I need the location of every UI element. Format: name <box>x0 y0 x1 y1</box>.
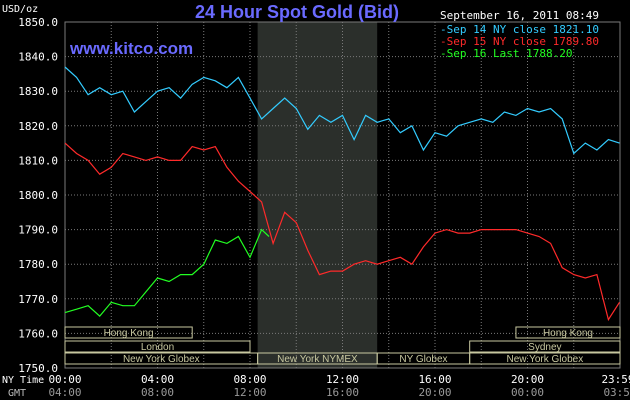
session-bar <box>64 326 193 339</box>
y-tick-label: 1760.0 <box>18 327 58 340</box>
x-tick-ny: 23:59 <box>601 373 630 386</box>
x-tick-gmt: 16:00 <box>326 386 359 399</box>
x-tick-ny: 00:00 <box>48 373 81 386</box>
watermark: www.kitco.com <box>69 39 193 58</box>
session-label: New York NYMEX <box>277 354 358 365</box>
legend-sep16-marker: - <box>440 47 447 60</box>
series-lines <box>64 66 621 322</box>
legend-sep15-label: Sep 15 NY close 1789.80 <box>447 35 599 48</box>
legend-sep14: -Sep 14 NY close 1821.10 <box>440 23 599 36</box>
session-label: Hong Kong <box>104 328 154 339</box>
series-line-2 <box>64 228 270 317</box>
x-tick-ny: 12:00 <box>326 373 359 386</box>
legend-sep14-marker: - <box>440 23 447 36</box>
gmt-label: GMT <box>8 388 26 399</box>
legend-sep15: -Sep 15 NY close 1789.80 <box>440 35 599 48</box>
legend-sep14-label: Sep 14 NY close 1821.10 <box>447 23 599 36</box>
session-bar <box>469 340 621 353</box>
chart-title: 24 Hour Spot Gold (Bid) <box>195 2 399 22</box>
y-tick-label: 1750.0 <box>18 362 58 375</box>
y-axis-ticks: 1850.0 1840.0 1830.0 1820.0 1810.0 1800.0 1790… <box>18 16 58 375</box>
y-tick-label: 1810.0 <box>18 154 58 167</box>
session-label: NY Globex <box>399 354 447 365</box>
x-tick-gmt: 20:00 <box>418 386 451 399</box>
ny-time-label: NY Time <box>2 375 44 386</box>
y-tick-label: 1790.0 <box>18 224 58 237</box>
gridlines <box>64 21 621 369</box>
session-label: Sydney <box>528 342 561 353</box>
y-tick-label: 1850.0 <box>18 16 58 29</box>
x-tick-gmt: 08:00 <box>141 386 174 399</box>
legend-sep16-label: Sep 16 Last 1788.20 <box>447 47 573 60</box>
legend-sep16: -Sep 16 Last 1788.20 <box>440 47 572 60</box>
x-axis-ticks: 00:0004:0008:0012:0016:0020:0023:5904:00… <box>48 373 630 399</box>
y-tick-label: 1770.0 <box>18 293 58 306</box>
session-label: New York Globex <box>506 354 583 365</box>
session-label: Hong Kong <box>543 328 593 339</box>
x-tick-ny: 08:00 <box>233 373 266 386</box>
session-bar <box>515 326 621 339</box>
session-label: London <box>141 342 174 353</box>
session-bar <box>64 340 251 353</box>
x-tick-gmt: 12:00 <box>233 386 266 399</box>
x-tick-gmt: 03:59 <box>603 386 630 399</box>
session-label: New York Globex <box>123 354 200 365</box>
plot-border <box>64 21 621 369</box>
x-tick-gmt: 00:00 <box>511 386 544 399</box>
y-tick-label: 1840.0 <box>18 51 58 64</box>
legend: -Sep 14 NY close 1821.10 -Sep 15 NY clos… <box>440 23 599 60</box>
legend-sep15-marker: - <box>440 35 447 48</box>
x-tick-ny: 16:00 <box>418 373 451 386</box>
session-bar <box>469 352 621 365</box>
x-tick-gmt: 04:00 <box>48 386 81 399</box>
timestamp: September 16, 2011 08:49 <box>440 9 599 22</box>
y-tick-label: 1820.0 <box>18 120 58 133</box>
y-tick-label: 1780.0 <box>18 258 58 271</box>
y-axis-unit: USD/oz <box>2 4 38 15</box>
x-tick-ny: 20:00 <box>511 373 544 386</box>
y-tick-label: 1830.0 <box>18 85 58 98</box>
series-line-0 <box>64 66 620 155</box>
x-tick-ny: 04:00 <box>141 373 174 386</box>
y-tick-label: 1800.0 <box>18 189 58 202</box>
series-line-1 <box>64 142 621 322</box>
